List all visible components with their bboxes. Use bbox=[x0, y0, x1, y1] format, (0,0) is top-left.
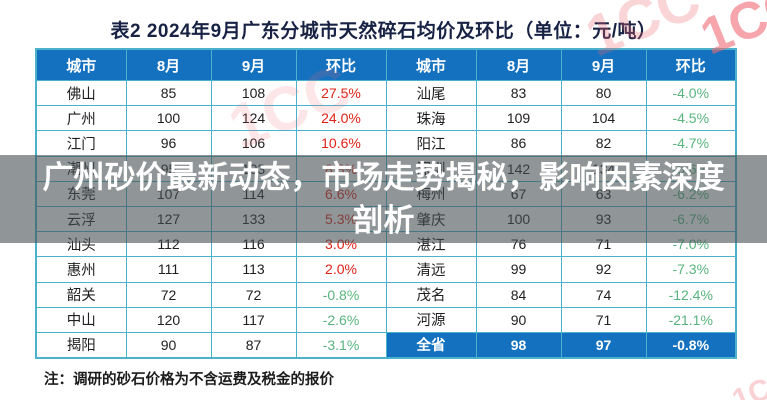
city-cell: 珠海 bbox=[385, 105, 477, 132]
city-cell: 揭阳 bbox=[35, 331, 127, 359]
city-cell: 阳江 bbox=[385, 130, 477, 157]
price-cell: 96 bbox=[125, 130, 212, 157]
price-cell: 100 bbox=[125, 105, 212, 132]
city-cell: 佛山 bbox=[35, 79, 127, 107]
mom-change-cell: 10.6% bbox=[295, 130, 387, 157]
city-cell: 江门 bbox=[35, 130, 127, 157]
city-cell: 汕尾 bbox=[385, 79, 477, 107]
mom-change-cell: 27.5% bbox=[295, 79, 387, 107]
mom-change-cell: -3.1% bbox=[295, 331, 387, 359]
header-row: 城市 8月 9月 环比 城市 8月 9月 环比 bbox=[35, 48, 737, 81]
table-header: 城市 8月 9月 环比 城市 8月 9月 环比 bbox=[35, 48, 737, 81]
price-cell: 120 bbox=[125, 306, 212, 333]
mom-change-cell: -2.6% bbox=[295, 306, 387, 333]
table-row: 广州 100 124 24.0% 珠海 109 104 -4.5% bbox=[35, 105, 737, 132]
price-cell: 83 bbox=[475, 79, 562, 107]
table-row: 汕头 112 116 3.0% 湛江 76 71 -7.0% bbox=[35, 231, 737, 258]
mom-change-cell: -0.8% bbox=[645, 331, 737, 359]
city-cell: 河源 bbox=[385, 306, 477, 333]
city-cell: 中山 bbox=[35, 306, 127, 333]
column-header: 8月 bbox=[125, 48, 212, 81]
price-cell: 84 bbox=[475, 281, 562, 308]
price-cell: 97 bbox=[560, 331, 647, 359]
price-cell: 117 bbox=[210, 306, 297, 333]
price-cell: 113 bbox=[210, 256, 297, 283]
city-cell: 惠州 bbox=[35, 256, 127, 283]
column-header: 城市 bbox=[385, 48, 477, 81]
price-cell: 85 bbox=[125, 79, 212, 107]
column-header: 城市 bbox=[35, 48, 127, 81]
mom-change-cell: -4.0% bbox=[645, 79, 737, 107]
price-cell: 92 bbox=[560, 256, 647, 283]
city-cell: 韶关 bbox=[35, 281, 127, 308]
mom-change-cell: -4.5% bbox=[645, 105, 737, 132]
mom-change-cell: -4.7% bbox=[645, 130, 737, 157]
column-header: 环比 bbox=[645, 48, 737, 81]
mom-change-cell: 24.0% bbox=[295, 105, 387, 132]
price-cell: 74 bbox=[560, 281, 647, 308]
price-cell: 72 bbox=[125, 281, 212, 308]
price-cell: 72 bbox=[210, 281, 297, 308]
mom-change-cell: -21.1% bbox=[645, 306, 737, 333]
table-row: 佛山 85 108 27.5% 汕尾 83 80 -4.0% bbox=[35, 79, 737, 107]
price-cell: 109 bbox=[475, 105, 562, 132]
price-cell: 104 bbox=[560, 105, 647, 132]
watermark-icon: 1CC bbox=[727, 363, 767, 400]
table-row: 惠州 111 113 2.0% 清远 99 92 -7.3% bbox=[35, 256, 737, 283]
table-row: 揭阳 90 87 -3.1% 全省 98 97 -0.8% bbox=[35, 331, 737, 359]
price-cell: 108 bbox=[210, 79, 297, 107]
price-cell: 99 bbox=[475, 256, 562, 283]
price-cell: 82 bbox=[560, 130, 647, 157]
column-header: 环比 bbox=[295, 48, 387, 81]
table-row: 中山 120 117 -2.6% 河源 90 71 -21.1% bbox=[35, 306, 737, 333]
price-cell: 90 bbox=[475, 306, 562, 333]
column-header: 9月 bbox=[210, 48, 297, 81]
footnote: 注：调研的砂石价格为不含运费及税金的报价 bbox=[44, 372, 334, 388]
price-cell: 80 bbox=[560, 79, 647, 107]
mom-change-cell: -0.8% bbox=[295, 281, 387, 308]
headline-line1: 广州砂价最新动态，市场走势揭秘，影响因素深度 bbox=[42, 160, 725, 195]
column-header: 8月 bbox=[475, 48, 562, 81]
price-cell: 98 bbox=[475, 331, 562, 359]
price-cell: 87 bbox=[210, 331, 297, 359]
price-cell: 71 bbox=[560, 306, 647, 333]
column-header: 9月 bbox=[560, 48, 647, 81]
mom-change-cell: 2.0% bbox=[295, 256, 387, 283]
price-cell: 86 bbox=[475, 130, 562, 157]
table-row: 江门 96 106 10.6% 阳江 86 82 -4.7% bbox=[35, 130, 737, 157]
headline-overlay: 广州砂价最新动态，市场走势揭秘，影响因素深度 剖析 bbox=[0, 155, 767, 243]
price-cell: 124 bbox=[210, 105, 297, 132]
mom-change-cell: -12.4% bbox=[645, 281, 737, 308]
city-cell: 广州 bbox=[35, 105, 127, 132]
city-cell: 全省 bbox=[385, 331, 477, 359]
city-cell: 清远 bbox=[385, 256, 477, 283]
mom-change-cell: -7.3% bbox=[645, 256, 737, 283]
price-cell: 90 bbox=[125, 331, 212, 359]
table-title: 表2 2024年9月广东分城市天然碎石均价及环比（单位：元/吨） bbox=[110, 21, 657, 42]
price-cell: 106 bbox=[210, 130, 297, 157]
price-cell: 111 bbox=[125, 256, 212, 283]
headline-line2: 剖析 bbox=[352, 203, 415, 238]
city-cell: 茂名 bbox=[385, 281, 477, 308]
table-row: 韶关 72 72 -0.8% 茂名 84 74 -12.4% bbox=[35, 281, 737, 308]
